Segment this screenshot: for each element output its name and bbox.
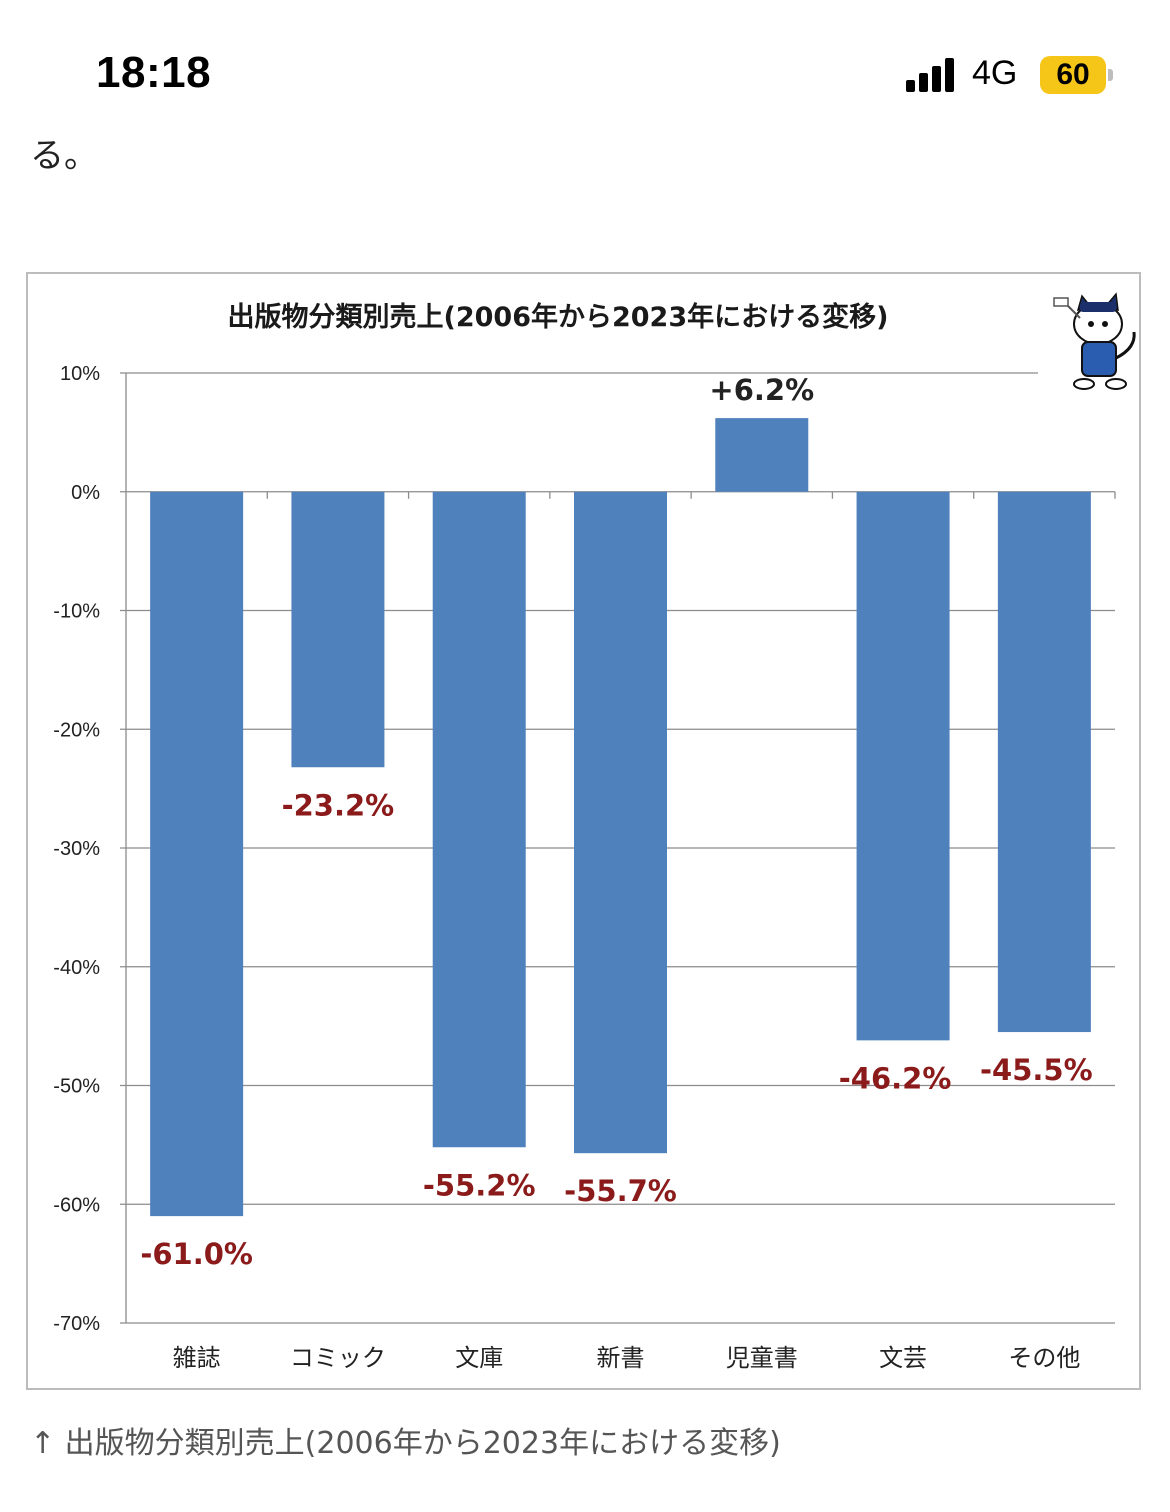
data-label: -55.7%	[564, 1174, 677, 1208]
x-tick-label: 文庫	[455, 1344, 503, 1372]
bar	[856, 491, 950, 1041]
bar	[715, 418, 809, 492]
status-bar: 18:18 4G 60	[0, 0, 1170, 150]
network-type: 4G	[972, 54, 1018, 92]
x-tick-label: コミック	[290, 1344, 386, 1372]
x-tick-label: 児童書	[726, 1344, 798, 1372]
data-label: -45.5%	[980, 1053, 1093, 1087]
article-prev-text: る。	[30, 136, 98, 176]
data-label: -46.2%	[839, 1061, 952, 1095]
chart-image: 出版物分類別売上(2006年から2023年における変移) 10% 0% -10% -20…	[26, 272, 1141, 1390]
bar-chart: 出版物分類別売上(2006年から2023年における変移) 10% 0% -10% -20…	[53, 292, 1136, 1372]
signal-icon	[906, 58, 958, 92]
bar	[997, 491, 1091, 1033]
y-tick-label: 0%	[71, 482, 100, 504]
x-tick-label: 文芸	[879, 1344, 927, 1372]
y-tick-label: -10%	[53, 601, 100, 623]
y-tick-label: -70%	[53, 1313, 100, 1335]
y-tick-label: -40%	[53, 957, 100, 979]
bar	[574, 491, 667, 1154]
x-tick-label: 雑誌	[173, 1344, 221, 1372]
bar	[150, 491, 244, 1217]
data-label: +6.2%	[709, 373, 814, 407]
y-tick-label: -50%	[53, 1076, 100, 1098]
data-label: -55.2%	[423, 1168, 536, 1202]
data-label: -23.2%	[282, 788, 395, 822]
y-tick-label: -60%	[53, 1194, 100, 1216]
chart-title: 出版物分類別売上(2006年から2023年における変移)	[228, 301, 889, 333]
y-tick-label: -20%	[53, 719, 100, 741]
bar	[291, 491, 385, 768]
image-caption: ↑ 出版物分類別売上(2006年から2023年における変移)	[30, 1426, 781, 1461]
x-tick-label: その他	[1008, 1344, 1080, 1372]
battery-nub	[1108, 69, 1113, 81]
battery-icon: 60	[1040, 56, 1106, 94]
bar	[432, 491, 526, 1148]
data-label: -61.0%	[140, 1237, 253, 1271]
x-tick-label: 新書	[597, 1344, 645, 1372]
y-tick-label: -30%	[53, 838, 100, 860]
status-time: 18:18	[96, 48, 212, 97]
y-tick-label: 10%	[60, 363, 100, 385]
cat-mascot-icon	[1053, 292, 1136, 390]
